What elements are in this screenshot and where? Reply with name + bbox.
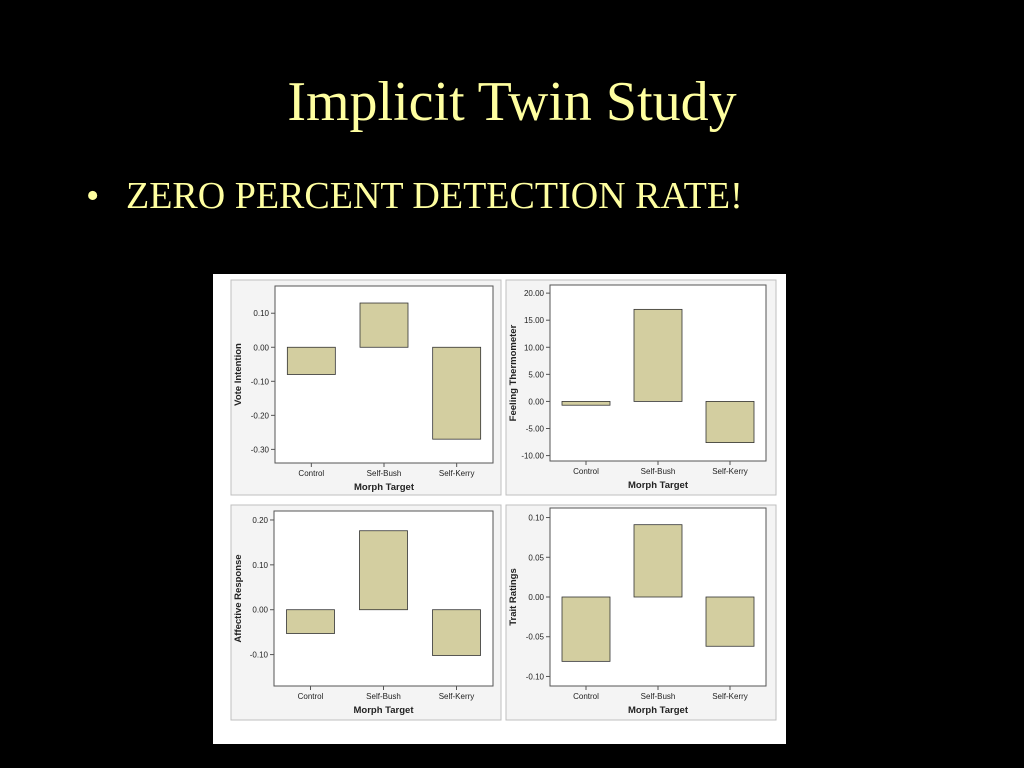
x-tick-label: Self-Kerry [712,692,748,701]
chart-panel-4: 0.10 0.05 0.00 -0.05 -0.10 Control Self-Bush Se… [505,504,777,721]
bar-self-kerry [705,596,755,647]
chart-panel-2: 20.00 15.00 10.00 5.00 0.00 -5.00 -10.00 Contro… [505,279,777,496]
x-tick-label: Self-Bush [641,467,676,476]
x-tick-label: Control [573,692,599,701]
bar-control [561,596,611,662]
y-axis-title: Feeling Thermometer [508,324,519,421]
x-tick-label: Self-Kerry [712,467,748,476]
bullet-text: ZERO PERCENT DETECTION RATE! [126,175,743,217]
y-tick-label: 0.00 [253,343,269,352]
charts-svg: 0.10 0.00 -0.10 -0.20 -0.30 Control Self-Bush S… [230,279,777,721]
y-axis-title: Affective Response [233,554,244,642]
bar-control [561,401,611,406]
bar-self-kerry [432,609,481,656]
y-tick-label: -0.20 [251,411,270,420]
y-tick-label: 20.00 [524,289,545,298]
y-axis-title: Vote Intention [233,343,244,406]
x-tick-label: Self-Bush [366,692,401,701]
y-tick-label: -0.10 [526,672,545,681]
y-tick-label: 0.10 [253,309,269,318]
y-tick-label: -5.00 [526,425,545,434]
y-tick-label: 0.00 [528,397,544,406]
slide-title: Implicit Twin Study [287,71,737,133]
y-tick-label: 0.20 [252,516,268,525]
bar-control [286,346,336,375]
bar-self-bush [359,530,408,611]
x-axis-title: Morph Target [628,705,689,716]
bar-self-bush [633,524,683,598]
y-tick-label: -0.30 [251,445,270,454]
y-tick-label: 5.00 [528,370,544,379]
y-tick-label: -0.10 [251,377,270,386]
y-tick-label: -0.05 [526,633,545,642]
y-tick-label: 0.10 [528,514,544,523]
chart-panel-3: 0.20 0.10 0.00 -0.10 Control Self-Bush Self-Ke… [230,504,502,721]
bar-self-kerry [432,346,482,440]
x-tick-label: Self-Bush [641,692,676,701]
y-axis-title: Trait Ratings [508,568,519,626]
y-tick-label: 0.05 [528,553,544,562]
bullet-marker: • [86,175,100,217]
x-axis-title: Morph Target [628,480,689,491]
y-tick-label: 10.00 [524,343,545,352]
x-tick-label: Self-Bush [367,469,402,478]
y-tick-label: 0.10 [252,561,268,570]
x-tick-label: Self-Kerry [439,692,475,701]
y-tick-label: -0.10 [250,651,269,660]
y-tick-label: 15.00 [524,316,545,325]
chart-panel-1: 0.10 0.00 -0.10 -0.20 -0.30 Control Self-Bush S… [230,279,502,496]
bullet-item: • ZERO PERCENT DETECTION RATE! [86,172,743,220]
bar-self-bush [633,308,683,402]
bar-self-bush [359,302,409,348]
y-tick-label: -10.00 [521,452,544,461]
bar-self-kerry [705,401,755,443]
y-tick-label: 0.00 [252,606,268,615]
x-tick-label: Control [573,467,599,476]
chart-figure: 0.10 0.00 -0.10 -0.20 -0.30 Control Self-Bush S… [213,274,786,744]
x-tick-label: Control [298,469,324,478]
x-axis-title: Morph Target [354,705,415,716]
x-axis-title: Morph Target [354,482,415,493]
x-tick-label: Self-Kerry [439,469,475,478]
x-tick-label: Control [298,692,324,701]
bar-control [286,609,335,634]
y-tick-label: 0.00 [528,593,544,602]
